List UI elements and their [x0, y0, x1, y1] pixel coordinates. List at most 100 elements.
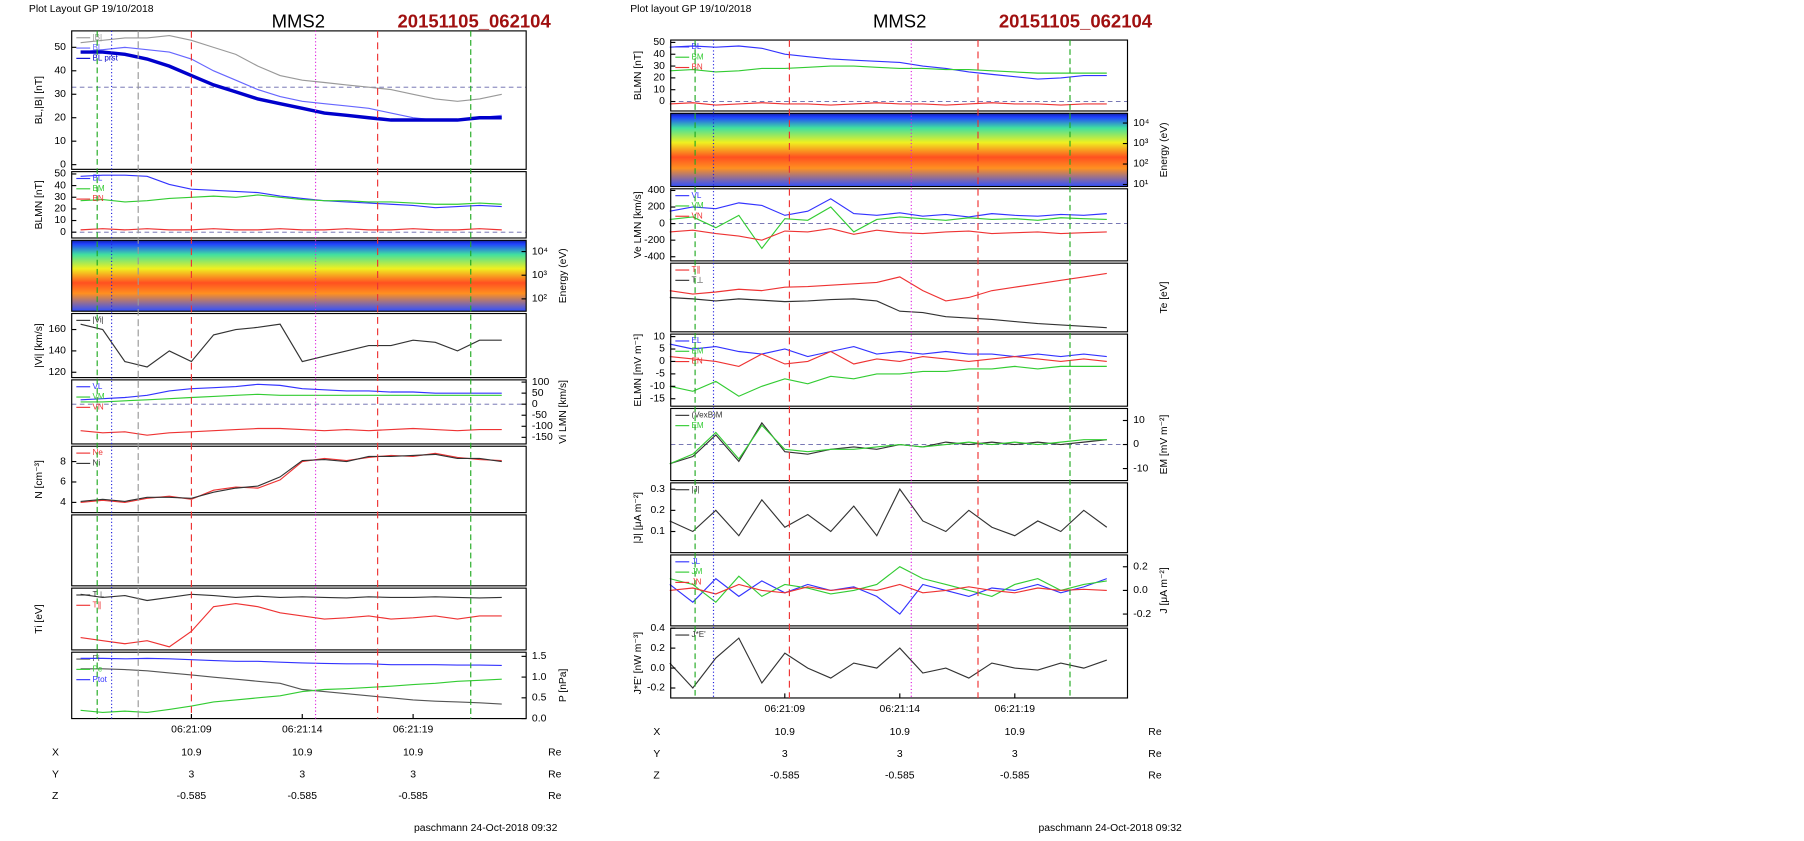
y-tick-label: 10⁴ — [532, 246, 548, 257]
data-line — [669, 566, 1107, 603]
y-axis-label: J [μA m⁻²] — [1159, 567, 1170, 613]
y-tick-label: 0.2 — [650, 505, 665, 516]
panel-frame — [670, 482, 1129, 554]
legend-label: |Vi| — [93, 316, 104, 325]
ephemeris-value: -0.585 — [885, 771, 915, 782]
y-tick-label: 40 — [54, 66, 66, 77]
data-line — [669, 45, 1107, 80]
data-line — [669, 488, 1108, 537]
panel-frame — [71, 514, 527, 587]
y-tick-label: -100 — [532, 421, 553, 432]
data-line — [80, 453, 502, 502]
legend-label: VM — [692, 201, 704, 210]
ephemeris-value: 3 — [897, 749, 903, 760]
y-tick-label: -15 — [650, 394, 665, 405]
data-line — [669, 424, 1107, 465]
ephemeris-label: Z — [653, 771, 659, 782]
data-line — [80, 228, 502, 231]
data-line — [669, 65, 1107, 74]
chart-title: MMS2 — [272, 11, 325, 32]
data-line — [669, 102, 1107, 106]
y-tick-label: 400 — [648, 185, 666, 196]
y-tick-label: 10 — [54, 136, 66, 147]
data-line — [669, 421, 1107, 465]
y-tick-label: 8 — [60, 456, 66, 467]
y-axis-label: Energy (eV) — [558, 248, 569, 303]
y-tick-label: 0 — [60, 227, 66, 238]
y-tick-label: 30 — [54, 192, 66, 203]
ephemeris-unit: Re — [548, 769, 562, 780]
legend-label: T∥ — [692, 265, 701, 274]
panel-frame — [71, 171, 527, 239]
data-line — [80, 427, 502, 436]
y-tick-label: -5 — [656, 369, 665, 380]
data-line — [669, 206, 1107, 250]
data-line — [80, 593, 502, 602]
spectrogram — [71, 240, 527, 312]
ephemeris-value: 10.9 — [292, 748, 312, 759]
data-line — [80, 35, 502, 102]
data-line — [80, 602, 502, 648]
legend-label: EN — [692, 357, 703, 366]
ephemeris-value: 10.9 — [1005, 727, 1025, 738]
x-tick-label: 06:21:14 — [282, 725, 323, 736]
ephemeris-value: 10.9 — [403, 748, 423, 759]
y-axis-label: ELMN [mV m⁻¹] — [633, 334, 644, 407]
y-tick-label: 0 — [659, 218, 665, 229]
y-axis-label: BLMN [nT] — [34, 180, 45, 229]
panel-frame — [71, 239, 527, 312]
data-line — [80, 678, 502, 713]
y-tick-label: 0 — [1133, 439, 1139, 450]
y-tick-label: 10 — [653, 331, 665, 342]
y-tick-label: 20 — [653, 73, 665, 84]
legend-label: Ni — [93, 459, 101, 468]
ephemeris-value: 3 — [410, 769, 416, 780]
legend-label: VM — [93, 392, 105, 401]
ephemeris-value: 10.9 — [890, 727, 910, 738]
y-tick-label: 0.0 — [650, 663, 665, 674]
y-tick-label: 30 — [653, 61, 665, 72]
y-tick-label: 1.0 — [532, 672, 547, 683]
data-line — [80, 393, 502, 403]
legend-label: VN — [692, 211, 703, 220]
event-id: 20151105_062104 — [398, 11, 552, 32]
x-tick-label: 06:21:09 — [765, 704, 806, 715]
ephemeris-value: 3 — [299, 769, 305, 780]
footer: paschmann 24-Oct-2018 09:32 — [1038, 823, 1182, 834]
legend-label: JL — [692, 557, 701, 566]
panel-frame — [670, 112, 1129, 188]
y-tick-label: 4 — [60, 497, 66, 508]
y-tick-label: 40 — [653, 49, 665, 60]
y-tick-label: 0 — [532, 399, 538, 410]
legend-label: T∥ — [93, 600, 102, 609]
data-line — [669, 272, 1107, 302]
y-tick-label: -50 — [532, 410, 547, 421]
ephemeris-unit: Re — [548, 791, 562, 802]
y-tick-label: 10² — [1133, 159, 1149, 170]
ephemeris-unit: Re — [1148, 749, 1162, 760]
y-tick-label: 10² — [532, 294, 548, 305]
legend-label: (VexB)M — [692, 411, 723, 420]
ephemeris-value: 3 — [189, 769, 195, 780]
legend-label: BN — [692, 63, 703, 72]
legend-label: EL — [692, 336, 702, 345]
x-tick-label: 06:21:14 — [880, 704, 921, 715]
legend-label: |B| — [93, 33, 103, 42]
ephemeris-value: 10.9 — [775, 727, 795, 738]
data-line — [669, 296, 1107, 329]
ephemeris-label: Z — [52, 791, 58, 802]
data-line — [669, 365, 1107, 397]
y-axis-label: Energy (eV) — [1159, 122, 1170, 177]
event-id: 20151105_062104 — [999, 11, 1153, 32]
y-tick-label: 0.2 — [650, 643, 665, 654]
y-tick-label: 10 — [653, 84, 665, 95]
y-tick-label: -0.2 — [647, 683, 665, 694]
panel-frame — [670, 627, 1129, 699]
x-tick-label: 06:21:19 — [393, 725, 434, 736]
y-tick-label: 10³ — [532, 270, 548, 281]
legend-label: T⊥ — [692, 275, 704, 284]
panel-frame — [71, 312, 527, 379]
y-axis-label: Vi LMN [km/s] — [558, 380, 569, 444]
panel-frame — [670, 333, 1129, 407]
